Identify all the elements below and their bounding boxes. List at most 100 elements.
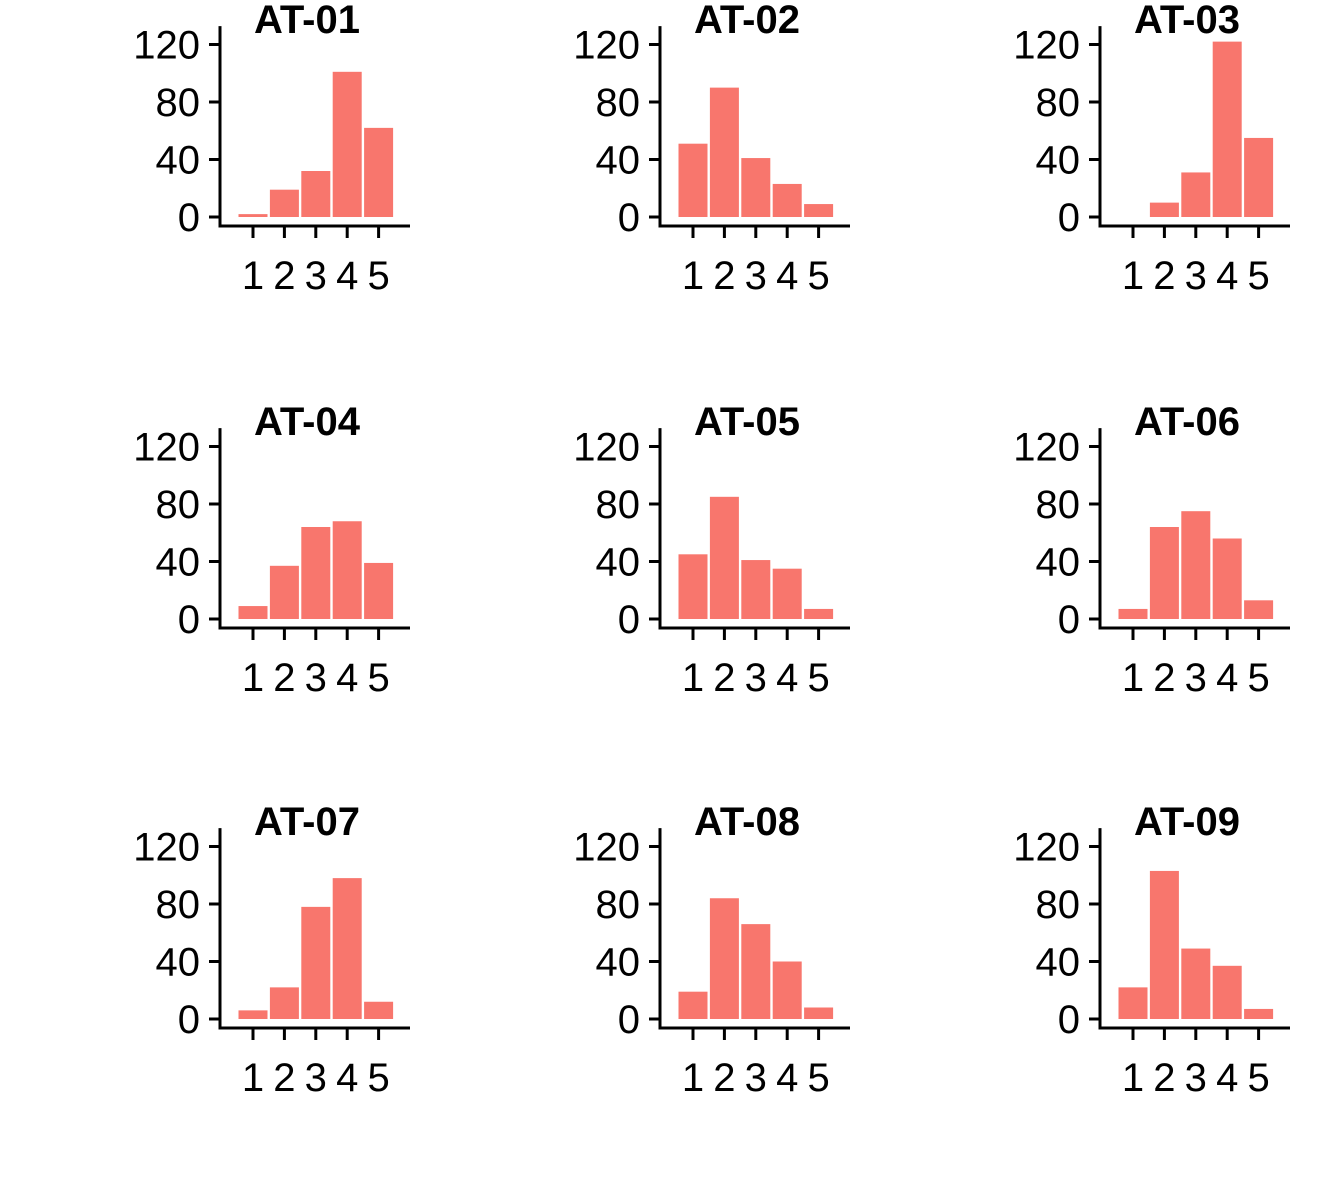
y-tick-label: 120 <box>1013 826 1080 870</box>
y-tick-label: 120 <box>133 426 200 470</box>
y-tick-label: 120 <box>1013 24 1080 68</box>
x-tick-label: 1 <box>1122 656 1144 700</box>
x-tick-label: 2 <box>713 1056 735 1100</box>
y-tick-label: 40 <box>1036 941 1081 985</box>
bar-2 <box>709 496 739 619</box>
bar-3 <box>741 924 771 1019</box>
y-tick-label: 80 <box>1036 81 1081 125</box>
y-tick-label: 120 <box>133 24 200 68</box>
panel-title: AT-04 <box>254 400 361 444</box>
x-tick-label: 1 <box>242 1056 264 1100</box>
bar-3 <box>1181 511 1211 619</box>
y-tick-label: 80 <box>596 81 641 125</box>
x-tick-label: 2 <box>273 254 295 298</box>
bar-1 <box>238 1010 268 1019</box>
bar-3 <box>741 560 771 619</box>
bar-5 <box>1244 137 1274 217</box>
x-tick-label: 4 <box>336 254 358 298</box>
x-tick-label: 3 <box>305 1056 327 1100</box>
y-tick-label: 0 <box>178 196 200 240</box>
panel-6: AT-06 0 40 80 120 1 2 3 4 5 <box>1013 400 1290 700</box>
y-tick-label: 80 <box>156 883 201 927</box>
x-tick-label: 2 <box>1153 656 1175 700</box>
bar-1 <box>678 143 708 217</box>
x-tick-label: 4 <box>1216 1056 1238 1100</box>
x-tick-label: 5 <box>1247 1056 1269 1100</box>
y-tick-label: 0 <box>1058 998 1080 1042</box>
bar-5 <box>364 127 394 217</box>
panel-title: AT-02 <box>694 0 800 42</box>
x-tick-label: 2 <box>273 656 295 700</box>
x-tick-label: 1 <box>242 656 264 700</box>
bar-3 <box>741 158 771 217</box>
bar-2 <box>709 87 739 217</box>
y-tick-label: 0 <box>1058 196 1080 240</box>
bar-4 <box>1212 538 1242 619</box>
y-tick-label: 0 <box>178 998 200 1042</box>
bar-2 <box>269 987 299 1019</box>
x-tick-label: 4 <box>336 1056 358 1100</box>
bar-5 <box>364 1001 394 1019</box>
y-tick-label: 80 <box>596 883 641 927</box>
bar-5 <box>804 608 834 619</box>
panel-title: AT-05 <box>694 400 800 444</box>
y-tick-label: 40 <box>596 139 641 183</box>
panel-3: AT-03 0 40 80 120 1 2 3 4 5 <box>1013 0 1290 298</box>
bar-1 <box>1118 987 1148 1019</box>
y-tick-label: 0 <box>178 598 200 642</box>
y-tick-label: 80 <box>1036 883 1081 927</box>
y-tick-label: 120 <box>573 24 640 68</box>
bar-5 <box>364 562 394 619</box>
x-tick-label: 1 <box>1122 254 1144 298</box>
y-tick-label: 120 <box>573 826 640 870</box>
y-tick-label: 40 <box>596 941 641 985</box>
y-tick-label: 80 <box>1036 483 1081 527</box>
bar-1 <box>238 214 268 217</box>
panel-1: AT-01 0 40 80 120 1 2 3 4 5 <box>133 0 410 298</box>
bar-2 <box>1149 527 1179 619</box>
x-tick-label: 2 <box>1153 254 1175 298</box>
bar-5 <box>804 204 834 217</box>
panel-2: AT-02 0 40 80 120 1 2 3 4 5 <box>573 0 850 298</box>
bar-4 <box>772 568 802 619</box>
y-tick-label: 120 <box>133 826 200 870</box>
x-tick-label: 3 <box>305 656 327 700</box>
bar-2 <box>269 189 299 217</box>
bar-5 <box>804 1007 834 1019</box>
y-tick-label: 40 <box>596 541 641 585</box>
bar-4 <box>772 183 802 217</box>
x-tick-label: 4 <box>336 656 358 700</box>
bar-2 <box>269 565 299 619</box>
bar-4 <box>332 71 362 217</box>
x-tick-label: 4 <box>776 656 798 700</box>
bar-3 <box>1181 948 1211 1019</box>
x-tick-label: 4 <box>1216 254 1238 298</box>
y-tick-label: 40 <box>156 941 201 985</box>
bar-3 <box>301 906 331 1019</box>
bar-4 <box>1212 41 1242 217</box>
x-tick-label: 3 <box>745 1056 767 1100</box>
bar-1 <box>238 606 268 619</box>
y-tick-label: 80 <box>156 81 201 125</box>
y-tick-label: 80 <box>596 483 641 527</box>
y-tick-label: 0 <box>1058 598 1080 642</box>
x-tick-label: 5 <box>367 254 389 298</box>
bar-2 <box>709 898 739 1019</box>
bar-3 <box>301 527 331 619</box>
panel-title: AT-09 <box>1134 800 1240 844</box>
bar-5 <box>1244 600 1274 619</box>
x-tick-label: 5 <box>807 254 829 298</box>
x-tick-label: 4 <box>1216 656 1238 700</box>
x-tick-label: 1 <box>682 1056 704 1100</box>
x-tick-label: 5 <box>367 656 389 700</box>
y-tick-label: 0 <box>618 196 640 240</box>
panel-title: AT-07 <box>254 800 360 844</box>
bar-2 <box>1149 870 1179 1019</box>
panel-4: AT-04 0 40 80 120 1 2 3 4 5 <box>133 400 410 700</box>
x-tick-label: 3 <box>745 656 767 700</box>
bar-1 <box>1118 608 1148 619</box>
panel-8: AT-08 0 40 80 120 1 2 3 4 5 <box>573 800 850 1100</box>
panel-9: AT-09 0 40 80 120 1 2 3 4 5 <box>1013 800 1290 1100</box>
bar-1 <box>678 554 708 619</box>
